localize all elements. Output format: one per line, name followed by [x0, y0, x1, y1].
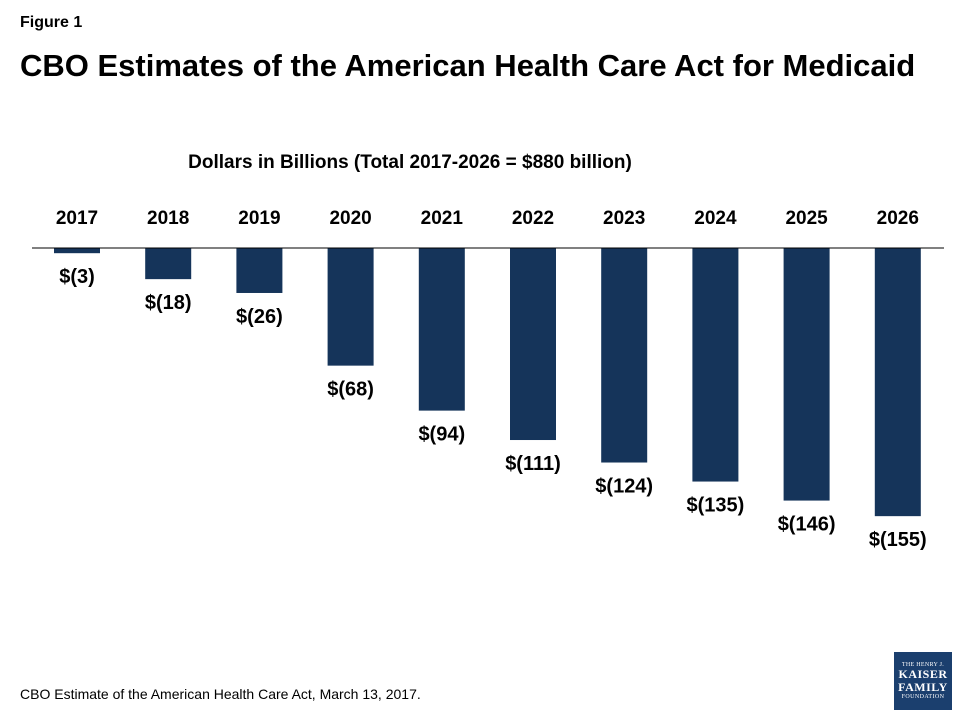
data-label: $(18) — [145, 292, 192, 314]
data-label: $(111) — [505, 453, 561, 475]
x-tick-label: 2021 — [421, 208, 464, 229]
data-label: $(26) — [236, 306, 283, 328]
bar-2023 — [601, 248, 648, 463]
logo-line-2: KAISER — [898, 667, 948, 682]
x-tick-label: 2020 — [329, 208, 371, 229]
x-tick-label: 2018 — [147, 208, 189, 229]
x-tick-label: 2019 — [238, 208, 280, 229]
x-tick-label: 2017 — [56, 208, 98, 229]
bar-2025 — [783, 248, 830, 501]
chart-subtitle: Dollars in Billions (Total 2017-2026 = $… — [188, 152, 632, 173]
data-label: $(155) — [869, 529, 927, 551]
bar-2017 — [54, 248, 100, 254]
figure-label: Figure 1 — [20, 14, 83, 31]
x-tick-label: 2025 — [785, 208, 828, 229]
source-note: CBO Estimate of the American Health Care… — [20, 686, 421, 702]
bar-2026 — [874, 248, 921, 517]
x-tick-label: 2026 — [877, 208, 919, 229]
logo-line-1: THE HENRY J. — [901, 662, 945, 669]
logo-line-3: FAMILY — [898, 680, 948, 694]
bar-2020 — [327, 248, 374, 366]
logo-line-4: FOUNDATION — [901, 693, 945, 700]
chart-title: CBO Estimates of the American Health Car… — [20, 48, 916, 83]
data-label: $(94) — [418, 424, 465, 446]
bar-2019 — [236, 248, 283, 293]
x-tick-label: 2023 — [603, 208, 645, 229]
bar-2018 — [145, 248, 192, 280]
bar-2021 — [418, 248, 465, 411]
data-label: $(68) — [327, 379, 374, 401]
data-label: $(3) — [59, 266, 95, 288]
x-tick-label: 2024 — [694, 208, 737, 229]
bar-2022 — [510, 248, 556, 441]
data-label: $(124) — [595, 476, 653, 498]
kff-logo: THE HENRY J. KAISER FAMILY FOUNDATION — [894, 652, 952, 710]
bar-2024 — [692, 248, 739, 482]
data-label: $(146) — [778, 514, 836, 536]
x-tick-label: 2022 — [512, 208, 554, 229]
data-label: $(135) — [686, 495, 744, 517]
